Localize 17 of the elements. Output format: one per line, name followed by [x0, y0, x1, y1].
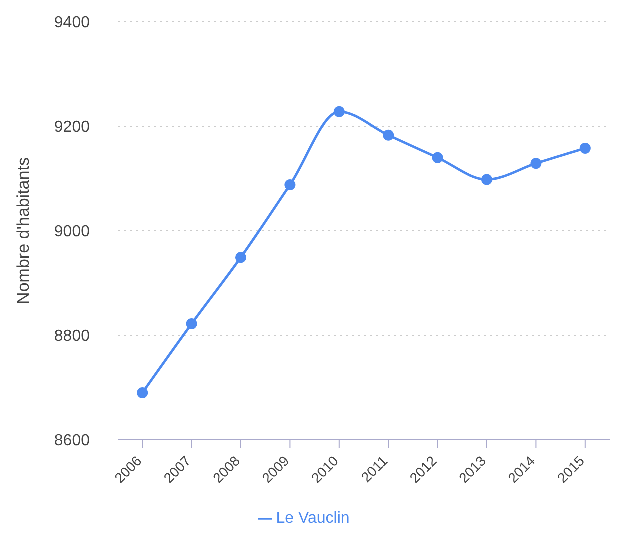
- point: [383, 130, 394, 141]
- point: [432, 152, 444, 164]
- point: [186, 318, 198, 330]
- point: [137, 387, 148, 398]
- point: [580, 142, 591, 154]
- y-axis-title: Nombre d'habitants: [14, 158, 34, 304]
- point: [284, 180, 296, 191]
- point: [334, 106, 345, 118]
- y-tick-label: 9200: [54, 119, 90, 136]
- point: [482, 174, 492, 186]
- point: [236, 252, 246, 264]
- y-tick-label: 8600: [54, 432, 90, 450]
- y-tick-label: 9000: [54, 224, 90, 241]
- y-tick-label: 8800: [54, 328, 90, 346]
- legend-label: Le Vauclin: [276, 510, 350, 527]
- y-tick-label: 9400: [54, 14, 90, 32]
- point: [530, 158, 542, 170]
